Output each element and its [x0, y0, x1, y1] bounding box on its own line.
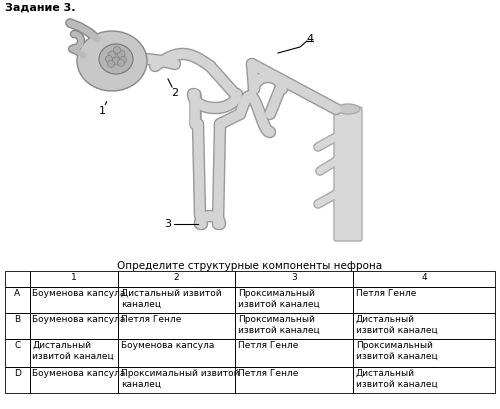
Bar — [30, 271, 118, 287]
Text: 2: 2 — [172, 88, 178, 98]
Circle shape — [117, 50, 125, 58]
Circle shape — [108, 61, 114, 67]
Circle shape — [106, 56, 112, 63]
Bar — [353, 271, 495, 287]
Circle shape — [114, 47, 120, 54]
Ellipse shape — [99, 44, 133, 74]
Text: Определите структурные компоненты нефрона: Определите структурные компоненты нефрон… — [118, 261, 382, 271]
Text: Боуменова капсула: Боуменова капсула — [32, 315, 126, 324]
Bar — [5, 339, 29, 367]
Text: A: A — [14, 289, 20, 298]
Bar — [236, 339, 353, 367]
Text: 2: 2 — [174, 273, 180, 282]
Text: Петля Генле: Петля Генле — [238, 341, 298, 350]
Text: Петля Генле: Петля Генле — [356, 289, 416, 298]
Text: Дистальный извитой
каналец: Дистальный извитой каналец — [120, 289, 222, 308]
Text: Боуменова капсула: Боуменова капсула — [120, 341, 214, 350]
Bar — [118, 367, 236, 393]
Bar — [353, 313, 495, 339]
Ellipse shape — [336, 104, 360, 114]
Bar — [5, 367, 29, 393]
Bar — [236, 313, 353, 339]
Bar — [353, 367, 495, 393]
Bar — [30, 313, 118, 339]
Text: Боуменова капсула: Боуменова капсула — [32, 369, 126, 378]
Text: Дистальный
извитой каналец: Дистальный извитой каналец — [32, 341, 114, 360]
Bar — [30, 339, 118, 367]
Bar — [30, 367, 118, 393]
Text: 4: 4 — [421, 273, 427, 282]
Bar — [5, 287, 29, 313]
Bar — [118, 271, 236, 287]
Circle shape — [118, 59, 124, 67]
Text: Дистальный
извитой каналец: Дистальный извитой каналец — [356, 315, 438, 335]
Text: 4: 4 — [306, 34, 314, 44]
Text: 1: 1 — [98, 106, 105, 116]
Text: 1: 1 — [70, 273, 76, 282]
Text: 3: 3 — [164, 219, 172, 229]
Text: 3: 3 — [291, 273, 297, 282]
Circle shape — [108, 51, 116, 59]
Text: Задание 3.: Задание 3. — [5, 3, 76, 13]
Bar — [118, 313, 236, 339]
Bar — [236, 271, 353, 287]
Bar — [30, 287, 118, 313]
Text: Боуменова капсула: Боуменова капсула — [32, 289, 126, 298]
Text: D: D — [14, 369, 20, 378]
Text: C: C — [14, 341, 20, 350]
Bar — [118, 287, 236, 313]
Bar — [353, 339, 495, 367]
Bar — [5, 313, 29, 339]
Circle shape — [120, 56, 126, 63]
Ellipse shape — [77, 31, 147, 91]
Circle shape — [112, 57, 120, 65]
Text: Проксимальный
извитой каналец: Проксимальный извитой каналец — [238, 289, 320, 308]
Bar — [118, 339, 236, 367]
Bar — [353, 287, 495, 313]
Bar — [5, 271, 29, 287]
Text: Дистальный
извитой каналец: Дистальный извитой каналец — [356, 369, 438, 389]
Text: Петля Генле: Петля Генле — [120, 315, 181, 324]
Text: B: B — [14, 315, 20, 324]
Text: Проксимальный
извитой каналец: Проксимальный извитой каналец — [238, 315, 320, 335]
Bar — [236, 287, 353, 313]
Text: Проксимальный извитой
каналец: Проксимальный извитой каналец — [120, 369, 239, 389]
Bar — [236, 367, 353, 393]
Text: Петля Генле: Петля Генле — [238, 369, 298, 378]
Text: Проксимальный
извитой каналец: Проксимальный извитой каналец — [356, 341, 438, 360]
FancyBboxPatch shape — [334, 107, 362, 241]
